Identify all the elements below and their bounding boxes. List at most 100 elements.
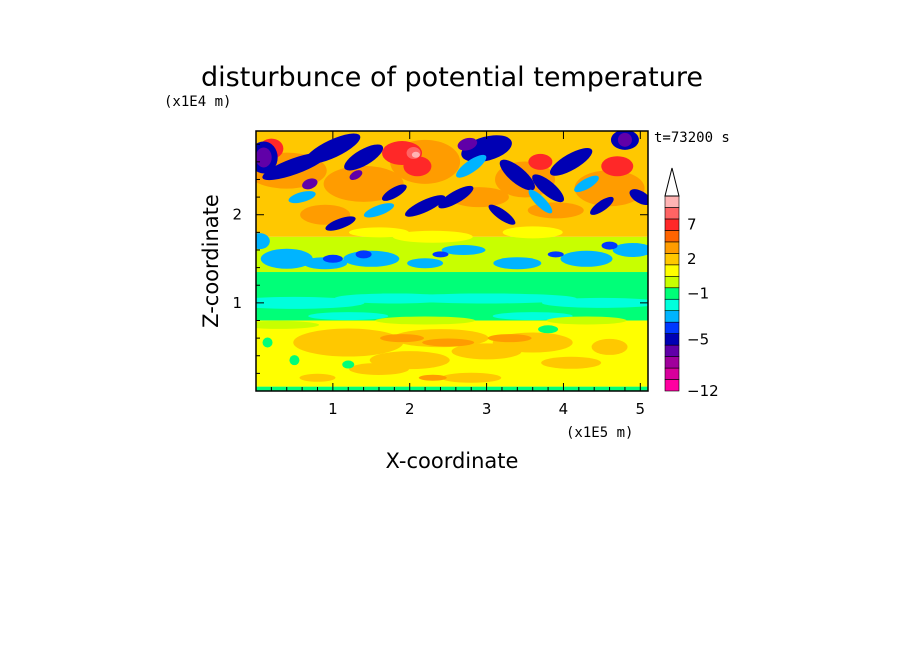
contour-cell	[547, 251, 564, 258]
contour-band	[256, 386, 648, 391]
x-axis-label: X-coordinate	[386, 449, 519, 473]
contour-cell	[528, 189, 553, 214]
contour-cell	[392, 230, 473, 243]
x-multiplier: (x1E5 m)	[566, 425, 633, 441]
contour-cell	[541, 356, 602, 369]
contour-cell	[574, 175, 599, 193]
contour-cell	[612, 242, 648, 257]
contour-cell	[289, 355, 300, 366]
contour-cell	[601, 156, 634, 177]
contour-cell	[349, 170, 363, 180]
contour-cell	[288, 191, 316, 204]
contour-cell	[527, 202, 584, 219]
contour-cell	[302, 178, 318, 190]
colorbar-swatch	[664, 310, 680, 323]
contour-cell	[380, 334, 425, 343]
contour-cell	[260, 248, 313, 269]
colorbar-swatch	[664, 195, 680, 208]
colorbar-swatch	[664, 218, 680, 231]
contour-cell	[546, 316, 627, 325]
contour-cell	[441, 372, 502, 383]
colorbar-swatch	[664, 321, 680, 334]
colorbar-swatch	[664, 367, 680, 380]
contour-cell	[342, 360, 355, 369]
contour-cell	[432, 251, 449, 258]
contour-cell	[502, 226, 563, 239]
contour-cell	[629, 189, 648, 206]
colorbar-swatch	[664, 344, 680, 357]
contour-cell	[344, 144, 384, 171]
contour-cell	[438, 185, 474, 209]
contour-cell	[256, 147, 272, 168]
contour-cell	[375, 316, 476, 325]
contour-cell	[343, 250, 400, 267]
contour-cell	[262, 337, 273, 348]
contour-cell	[487, 334, 532, 343]
colorbar-swatch	[664, 287, 680, 300]
contour-cell	[560, 250, 613, 267]
contour-cell	[299, 373, 336, 382]
contour-cell	[403, 156, 432, 177]
colorbar-swatch	[664, 264, 680, 277]
contour-cell	[541, 297, 648, 308]
contour-cell	[308, 312, 389, 321]
contour-cell	[323, 165, 404, 202]
contour-cell	[617, 132, 632, 147]
time-label: t=73200 s	[654, 130, 730, 146]
contour-cell	[325, 216, 356, 231]
contour-cell	[355, 250, 372, 259]
axis-ticks: 1 2 3 4 5 1 2	[232, 131, 648, 418]
x-tick-label: 1	[328, 400, 338, 418]
colorbar-swatch	[664, 379, 680, 392]
contour-cell	[457, 137, 478, 151]
colorbar-label: 7	[687, 216, 697, 234]
contour-cell	[381, 184, 407, 201]
y-multiplier: (x1E4 m)	[164, 94, 231, 110]
contour-cell	[293, 328, 404, 357]
contour-cell	[407, 258, 444, 269]
contour-cell	[493, 257, 542, 270]
y-axis-label: Z-coordinate	[199, 194, 223, 328]
colorbar-swatch	[664, 207, 680, 220]
contour-cell	[549, 147, 593, 176]
contour-cell	[256, 320, 320, 329]
contour-cell	[590, 196, 614, 215]
colorbar-extend-arrow	[664, 167, 680, 197]
contour-cell	[262, 152, 327, 181]
contour-cell	[532, 174, 565, 203]
colorbar-label: −12	[687, 382, 719, 400]
colorbar-label: 2	[687, 250, 697, 268]
x-tick-label: 5	[636, 400, 646, 418]
colorbar-swatch	[664, 241, 680, 254]
contour-cell	[256, 233, 270, 250]
y-tick-label: 1	[232, 294, 242, 312]
y-tick-label: 2	[232, 206, 242, 224]
contour-cell	[363, 203, 395, 218]
chart-title: disturbunce of potential temperature	[201, 62, 703, 93]
contour-cell	[601, 241, 618, 250]
contour-cell	[538, 325, 559, 334]
colorbar-label: −5	[687, 330, 709, 348]
colorbar-label: −1	[687, 285, 709, 303]
contour-cell	[499, 159, 535, 191]
contour-cell	[411, 151, 420, 158]
contour-cell	[422, 338, 475, 347]
colorbar-swatch	[664, 298, 680, 312]
colorbar-swatch	[664, 230, 680, 243]
x-tick-label: 3	[482, 400, 492, 418]
contour-cell	[488, 204, 516, 225]
contour-cell	[528, 153, 553, 170]
contour-field	[256, 131, 648, 391]
contour-cell	[396, 293, 577, 304]
contour-cell	[441, 244, 486, 255]
x-tick-label: 4	[559, 400, 569, 418]
x-tick-label: 2	[405, 400, 415, 418]
contour-cell	[456, 154, 487, 178]
contour-cell	[418, 374, 447, 381]
colorbar: 7 2 −1 −5 −12	[664, 167, 719, 400]
colorbar-swatch	[664, 253, 680, 266]
colorbar-swatch	[664, 275, 680, 289]
contour-cell	[404, 195, 446, 217]
contour-cell	[348, 227, 409, 238]
